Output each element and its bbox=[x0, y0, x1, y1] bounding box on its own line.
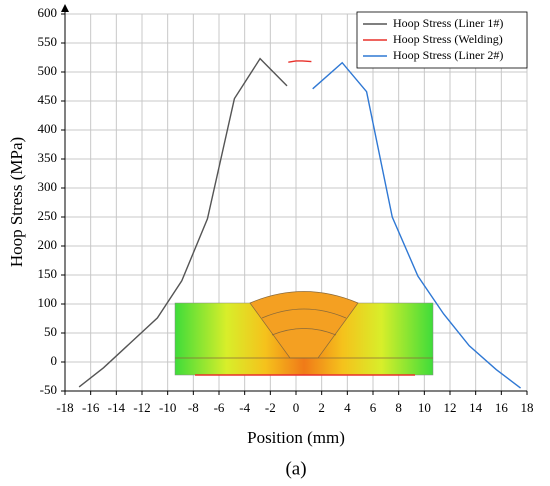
inset-image bbox=[174, 291, 434, 376]
series-line bbox=[312, 61, 522, 389]
x-tick-label: -18 bbox=[56, 400, 73, 415]
x-tick-label: -2 bbox=[265, 400, 276, 415]
series-line bbox=[78, 57, 288, 388]
y-tick-label: 450 bbox=[38, 92, 58, 107]
y-tick-label: 600 bbox=[38, 5, 58, 20]
x-tick-label: 10 bbox=[418, 400, 431, 415]
y-axis-label: Hoop Stress (MPa) bbox=[7, 137, 26, 267]
x-tick-label: -4 bbox=[239, 400, 250, 415]
legend-label: Hoop Stress (Liner 1#) bbox=[393, 16, 503, 30]
x-tick-label: 6 bbox=[370, 400, 377, 415]
x-tick-label: 14 bbox=[469, 400, 483, 415]
series-line bbox=[288, 60, 312, 63]
x-tick-label: -14 bbox=[108, 400, 126, 415]
legend: Hoop Stress (Liner 1#) Hoop Stress (Weldi… bbox=[356, 11, 528, 69]
x-tick-label: 2 bbox=[318, 400, 325, 415]
legend-label: Hoop Stress (Liner 2#) bbox=[393, 48, 503, 62]
x-tick-label: -6 bbox=[214, 400, 225, 415]
x-tick-label: 16 bbox=[495, 400, 509, 415]
y-tick-label: 100 bbox=[38, 295, 58, 310]
x-tick-label: 12 bbox=[444, 400, 457, 415]
x-tick-label: 8 bbox=[395, 400, 402, 415]
caption: (a) bbox=[285, 458, 306, 479]
y-tick-label: 150 bbox=[38, 266, 58, 281]
y-tick-label: 250 bbox=[38, 208, 58, 223]
y-tick-label: 200 bbox=[38, 237, 58, 252]
y-tick-label: 50 bbox=[44, 324, 57, 339]
y-tick-label: 0 bbox=[51, 353, 58, 368]
x-axis-label: Position (mm) bbox=[247, 428, 345, 447]
y-tick-label: 550 bbox=[38, 34, 58, 49]
y-tick-label: 500 bbox=[38, 63, 58, 78]
legend-label: Hoop Stress (Welding) bbox=[393, 32, 503, 46]
y-tick-label: 300 bbox=[38, 179, 58, 194]
x-tick-label: -16 bbox=[82, 400, 100, 415]
y-tick-label: 350 bbox=[38, 150, 58, 165]
x-tick-label: 4 bbox=[344, 400, 351, 415]
y-tick-label: -50 bbox=[40, 382, 57, 397]
y-tick-label: 400 bbox=[38, 121, 58, 136]
x-tick-label: 18 bbox=[521, 400, 534, 415]
x-tick-label: -12 bbox=[133, 400, 150, 415]
y-axis-arrow bbox=[61, 4, 69, 12]
plot-area: -18 -16 -14 -12 -10 -8 -6 -4 -2 0 2 4 6 8 10 12 14 16 18 -5… bbox=[38, 4, 534, 415]
x-tick-label: 0 bbox=[293, 400, 300, 415]
x-tick-label: -10 bbox=[159, 400, 176, 415]
x-tick-label: -8 bbox=[188, 400, 199, 415]
